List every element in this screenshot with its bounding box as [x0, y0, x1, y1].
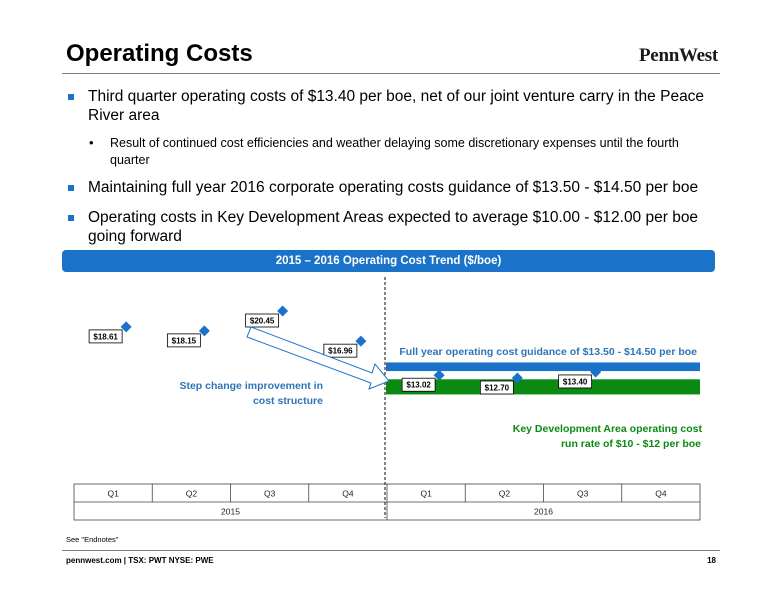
guidance-band-label: Full year operating cost guidance of $13… — [399, 346, 697, 358]
chart-title-banner: 2015 – 2016 Operating Cost Trend ($/boe) — [62, 250, 715, 272]
data-point-1 — [120, 321, 132, 333]
bullet-marker — [68, 215, 74, 221]
bullet-1: Third quarter operating costs of $13.40 … — [88, 88, 705, 124]
bullet-marker — [68, 94, 74, 100]
data-point-6 — [511, 372, 523, 384]
bullet-3: Operating costs in Key Development Areas… — [88, 209, 699, 245]
year-label-2015: 2015 — [221, 507, 240, 517]
data-point-5 — [433, 369, 445, 381]
data-label-text: $16.96 — [328, 347, 353, 356]
year-label-2016: 2016 — [534, 507, 553, 517]
data-point-2 — [198, 325, 210, 337]
data-label-3: $20.45 — [245, 313, 280, 328]
data-label-4: $16.96 — [323, 343, 358, 358]
data-label-text: $12.70 — [485, 384, 510, 393]
data-label-1: $18.61 — [88, 329, 123, 344]
data-label-box — [401, 377, 436, 392]
x-tick-label-5: Q1 — [420, 489, 432, 499]
pennwest-logo: PennWest — [639, 45, 718, 66]
x-tick-label-7: Q3 — [577, 489, 589, 499]
page-number: 18 — [707, 556, 716, 565]
data-label-2: $18.15 — [166, 333, 201, 348]
data-label-7: $13.40 — [558, 374, 593, 389]
data-label-box — [479, 380, 514, 395]
x-tick-label-2: Q2 — [186, 489, 198, 499]
kda-band — [386, 379, 700, 395]
footer-text: pennwest.com | TSX: PWT NYSE: PWE — [66, 556, 214, 565]
x-tick-label-8: Q4 — [655, 489, 667, 499]
data-label-5: $13.02 — [401, 377, 436, 392]
sub-bullet-marker: • — [89, 135, 94, 150]
x-tick-label-3: Q3 — [264, 489, 276, 499]
data-label-box — [88, 329, 123, 344]
data-point-3 — [277, 305, 289, 317]
x-tick-label-4: Q4 — [342, 489, 354, 499]
data-label-text: $18.61 — [93, 332, 118, 341]
data-label-box — [558, 374, 593, 389]
data-label-box — [166, 333, 201, 348]
kda-band-label: Key Development Area operating cost run r… — [513, 423, 703, 450]
step-change-annotation: Step change improvement in cost structure — [179, 380, 323, 407]
data-label-box — [245, 313, 280, 328]
title-divider — [62, 73, 720, 74]
data-label-text: $18.15 — [172, 336, 197, 345]
bullet-marker — [68, 185, 74, 191]
bullet-2: Maintaining full year 2016 corporate ope… — [88, 179, 699, 196]
data-label-text: $13.02 — [406, 381, 431, 390]
data-label-6: $12.70 — [479, 380, 514, 395]
data-label-text: $20.45 — [250, 317, 275, 326]
data-point-4 — [355, 335, 367, 347]
data-label-text: $13.40 — [563, 377, 588, 386]
step-change-arrow — [246, 326, 390, 390]
data-label-box — [323, 343, 358, 358]
footer-divider — [62, 550, 720, 551]
x-tick-label-1: Q1 — [107, 489, 119, 499]
x-tick-label-6: Q2 — [499, 489, 511, 499]
data-point-7 — [590, 366, 602, 378]
endnote-reference: See "Endnotes" — [66, 535, 119, 544]
page-title: Operating Costs — [66, 40, 253, 67]
guidance-band — [386, 362, 700, 372]
sub-bullet-1: Result of continued cost efficiencies an… — [110, 136, 679, 167]
